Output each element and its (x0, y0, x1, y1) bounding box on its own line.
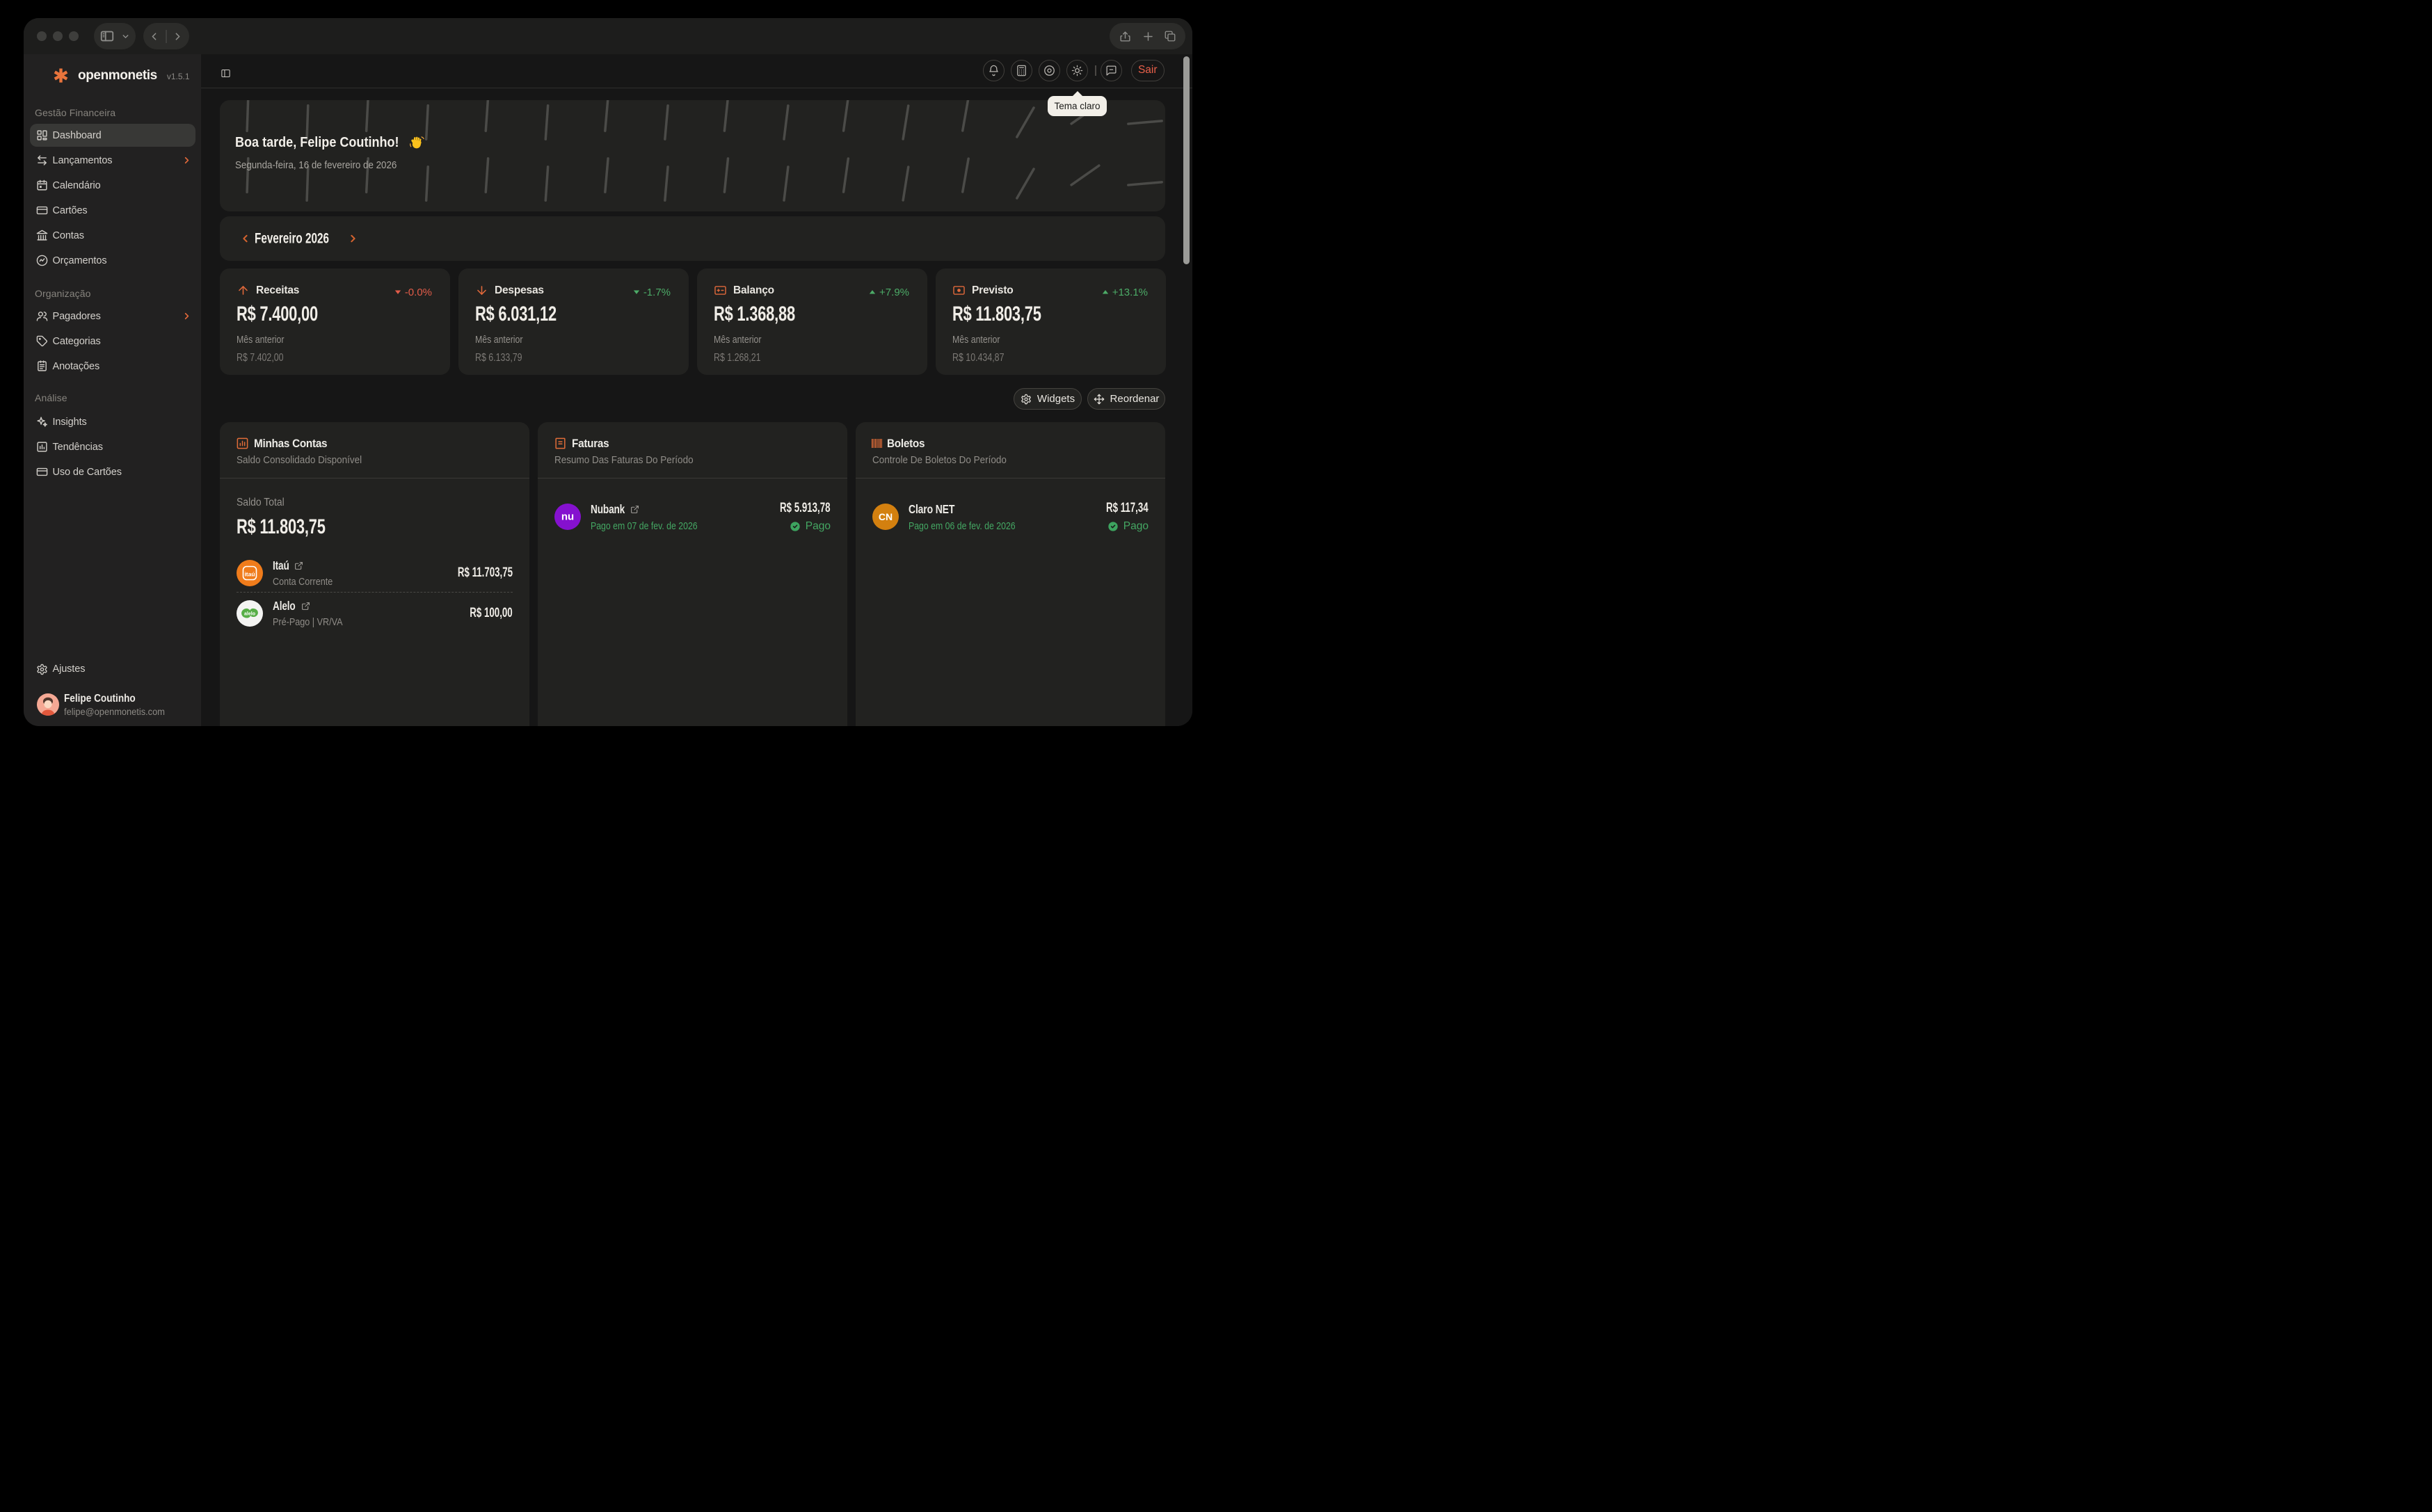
svg-text:alelo: alelo (244, 612, 255, 617)
svg-text:nu: nu (561, 511, 574, 523)
svg-text:itaú: itaú (244, 571, 255, 578)
